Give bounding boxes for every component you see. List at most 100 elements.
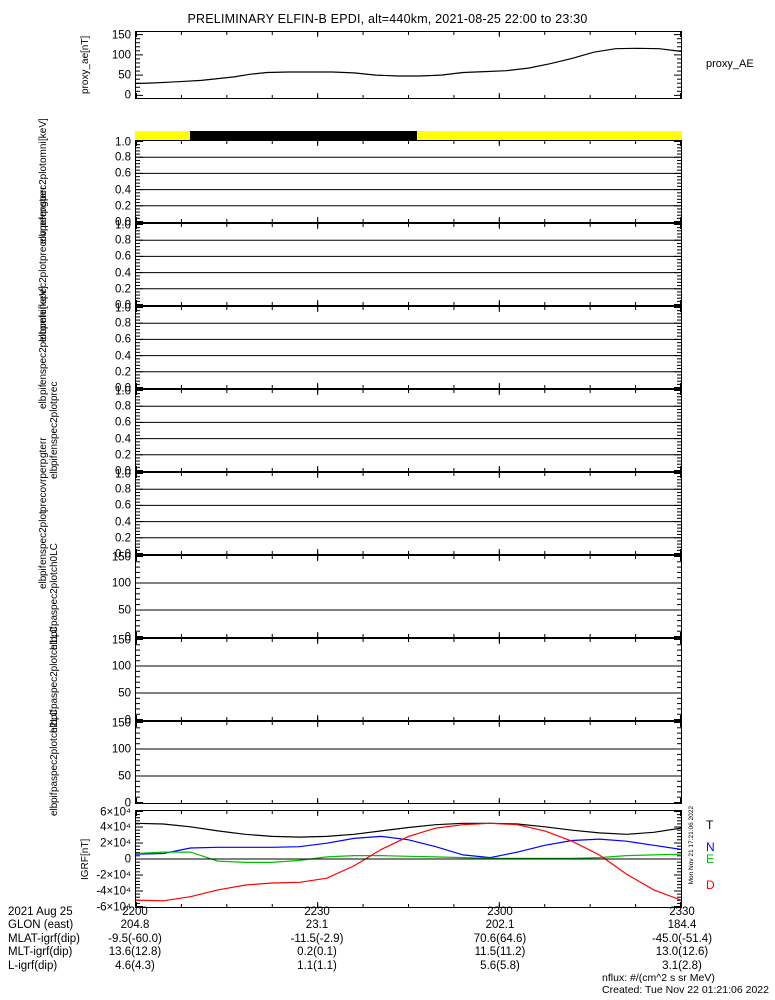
ytick-label: 50 bbox=[118, 770, 131, 783]
ytick-label: 0.2 bbox=[115, 283, 131, 296]
ytick-label: 0.8 bbox=[115, 151, 131, 164]
ytick-label: 6×10⁴ bbox=[100, 805, 131, 818]
ytick-label: 100 bbox=[111, 577, 131, 590]
panel-pef-en-omni: 1.0 0.8 0.6 0.4 0.2 0.0 bbox=[115, 136, 682, 227]
axis-row-value: -45.0(-51.4) bbox=[651, 932, 713, 945]
footer-units: nflux: #/(cm^2 s sr MeV) bbox=[602, 972, 715, 984]
ylabel-line: prec bbox=[48, 381, 60, 402]
ylabel-pif-en-precovrperp-gterr: elb pif en spec2plot precovrperp gterr bbox=[38, 438, 49, 590]
ylabel-line: en bbox=[38, 554, 49, 566]
igrf-legend-d: D bbox=[706, 878, 715, 892]
ytick-label: 1.0 bbox=[115, 384, 131, 397]
panel-pif-pa-ch2lc: 150 100 50 0 bbox=[112, 717, 682, 808]
ytick-label: 0.2 bbox=[115, 449, 131, 462]
ylabel-line: [keV] bbox=[38, 286, 49, 310]
ylabel-line: pif bbox=[48, 455, 60, 466]
axis-row-label: GLON (east) bbox=[8, 919, 74, 932]
ylabel-line: spec2plot bbox=[38, 511, 49, 555]
ytick-label: 1.0 bbox=[115, 301, 131, 314]
axis-row-value: 13.6(12.8) bbox=[108, 946, 162, 959]
igrf-legend-e: E bbox=[706, 852, 715, 866]
ytick-label: 1.0 bbox=[115, 218, 131, 231]
ytick-label: 0.4 bbox=[115, 183, 131, 196]
axis-row-value: 1.1(1.1) bbox=[297, 959, 337, 972]
ylabel-line: ch2LC bbox=[48, 709, 60, 739]
ytick-label: 150 bbox=[111, 633, 131, 646]
ylabel-line: omni bbox=[38, 141, 49, 164]
time-tick-label: 2330 bbox=[669, 906, 695, 918]
ytick-label: 0 bbox=[124, 89, 131, 102]
ytick-label: 100 bbox=[111, 660, 131, 673]
ylabel-line: spec2plot bbox=[48, 401, 60, 445]
ytick-label: 0 bbox=[124, 853, 131, 866]
ytick-label: 2×10⁴ bbox=[100, 837, 131, 850]
ytick-label: 0.6 bbox=[115, 499, 131, 512]
ylabel-line: spec2plot bbox=[38, 330, 49, 374]
ylabel-line: pif bbox=[48, 791, 60, 803]
axis-row-label: MLT-igrf(dip) bbox=[8, 946, 73, 959]
panel-pif-en-precovrperp-gterr: 1.0 0.8 0.6 0.4 0.2 0.0 bbox=[115, 468, 682, 559]
footer-created: Created: Tue Nov 22 01:21:06 2022 bbox=[602, 984, 769, 996]
time-tick-label: 2200 bbox=[122, 906, 148, 918]
ytick-label: 100 bbox=[111, 743, 131, 756]
ytick-label: 0.0 bbox=[115, 464, 131, 477]
axis-row-value: 13.0(12.6) bbox=[655, 946, 709, 959]
axis-row-value: 202.1 bbox=[485, 919, 515, 932]
panel-pif-pa-ch0lc: 150 100 50 0 bbox=[112, 551, 682, 642]
ytick-label: 0.0 bbox=[115, 547, 131, 560]
ylabel-line: pif bbox=[38, 565, 49, 577]
panel-pif-en-prec: 1.0 0.8 0.6 0.4 0.2 0.0 bbox=[115, 385, 682, 476]
ylabel-line: ch1LC bbox=[48, 626, 60, 656]
axis-row-value: 70.6(64.6) bbox=[473, 932, 527, 945]
panel-pif-en-omni: 1.0 0.8 0.6 0.4 0.2 0.0 bbox=[115, 302, 682, 393]
status-bar-segment bbox=[135, 131, 190, 140]
ylabel-igrf: IGRF [nT] bbox=[80, 810, 91, 908]
page-title: PRELIMINARY ELFIN-B EPDI, alt=440km, 202… bbox=[187, 12, 588, 26]
ylabel-line: pif bbox=[38, 384, 49, 396]
ytick-label: 0.8 bbox=[115, 317, 131, 330]
ylabel-line: en bbox=[38, 373, 49, 385]
ylabel-line: [nT] bbox=[80, 838, 91, 856]
ylabel-line: IGRF bbox=[80, 855, 91, 880]
ylabel-line: precovrperp bbox=[38, 207, 49, 261]
panel-pif-pa-ch1lc: 150 100 50 0 bbox=[112, 634, 682, 725]
axis-row-value: 3.1(2.8) bbox=[662, 959, 702, 972]
ylabel-line: elb bbox=[38, 395, 49, 409]
ytick-label: 150 bbox=[111, 550, 131, 563]
ylabel-line: en bbox=[48, 444, 60, 456]
ytick-label: -2×10⁴ bbox=[96, 869, 131, 882]
ytick-label: 0.2 bbox=[115, 532, 131, 545]
ylabel-line: spec2plot bbox=[48, 572, 60, 615]
ylabel-line: gterr bbox=[38, 186, 49, 208]
ytick-label: 0.8 bbox=[115, 483, 131, 496]
ylabel-line: spec2plot bbox=[48, 655, 60, 698]
ylabel-line: elb bbox=[48, 802, 60, 816]
status-bar-segment bbox=[416, 131, 682, 140]
ylabel-line: [nT] bbox=[80, 35, 91, 54]
ytick-label: 0.0 bbox=[115, 298, 131, 311]
ylabel-line: spec2plot bbox=[48, 738, 60, 781]
time-tick-label: 2300 bbox=[487, 906, 513, 918]
axis-row-value: 23.1 bbox=[305, 919, 329, 932]
ylabel-line: [keV] bbox=[38, 118, 49, 142]
panel-pef-en-precovrperp-gterr: 1.0 0.8 0.6 0.4 0.2 0.0 bbox=[115, 219, 682, 310]
footer: nflux: #/(cm^2 s sr MeV) Created: Tue No… bbox=[602, 972, 769, 996]
ylabel-line: pa bbox=[48, 614, 60, 626]
ylabel-line: precovrperp bbox=[38, 458, 49, 512]
ytick-label: 0.4 bbox=[115, 349, 131, 362]
axis-row-label: L-igrf(dip) bbox=[8, 959, 58, 972]
ylabel-line: ch0LC bbox=[48, 543, 60, 573]
creation-stamp-vertical: Mon Nov 21 17:21:06 2022 bbox=[688, 806, 695, 885]
ytick-label: 0 bbox=[124, 630, 131, 643]
status-bar bbox=[135, 131, 682, 140]
ytick-label: 1.0 bbox=[115, 135, 131, 148]
ytick-label: 0.6 bbox=[115, 333, 131, 346]
ytick-label: 0.4 bbox=[115, 432, 131, 445]
axis-row-value: 11.5(11.2) bbox=[474, 946, 526, 959]
ylabel-pif-pa-ch2lc: elb pif pa spec2plot ch2LC bbox=[48, 709, 60, 816]
ylabel-line: elb bbox=[38, 576, 49, 590]
axis-row-value: 0.2(0.1) bbox=[297, 946, 337, 959]
ytick-label: -6×10⁴ bbox=[96, 900, 131, 913]
ytick-label: 0.6 bbox=[115, 167, 131, 180]
axis-row-value: 204.8 bbox=[120, 919, 150, 932]
